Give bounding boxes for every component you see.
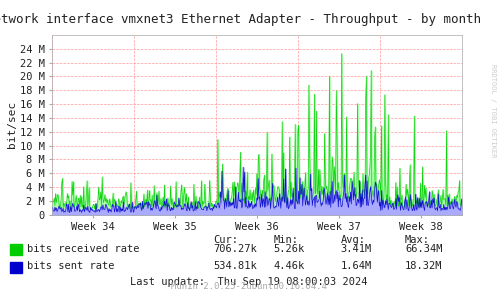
Text: 18.32M: 18.32M xyxy=(405,261,442,271)
Text: 1.64M: 1.64M xyxy=(340,261,372,271)
Text: Munin 2.0.25-2ubuntu0.16.04.4: Munin 2.0.25-2ubuntu0.16.04.4 xyxy=(170,281,327,291)
Text: Last update:  Thu Sep 19 08:00:03 2024: Last update: Thu Sep 19 08:00:03 2024 xyxy=(130,277,367,287)
Text: Cur:: Cur: xyxy=(214,235,239,245)
Text: bits sent rate: bits sent rate xyxy=(27,261,115,271)
Y-axis label: bit/sec: bit/sec xyxy=(7,101,17,148)
Text: Avg:: Avg: xyxy=(340,235,365,245)
Text: 4.46k: 4.46k xyxy=(273,261,305,271)
Text: RRDTOOL / TOBI OETIKER: RRDTOOL / TOBI OETIKER xyxy=(490,64,496,158)
Text: Max:: Max: xyxy=(405,235,430,245)
Text: 3.41M: 3.41M xyxy=(340,244,372,254)
Text: Min:: Min: xyxy=(273,235,298,245)
Text: Network interface vmxnet3 Ethernet Adapter - Throughput - by month: Network interface vmxnet3 Ethernet Adapt… xyxy=(0,13,481,26)
Text: 706.27k: 706.27k xyxy=(214,244,257,254)
Text: bits received rate: bits received rate xyxy=(27,244,140,254)
Text: 66.34M: 66.34M xyxy=(405,244,442,254)
Text: 5.26k: 5.26k xyxy=(273,244,305,254)
Text: 534.81k: 534.81k xyxy=(214,261,257,271)
